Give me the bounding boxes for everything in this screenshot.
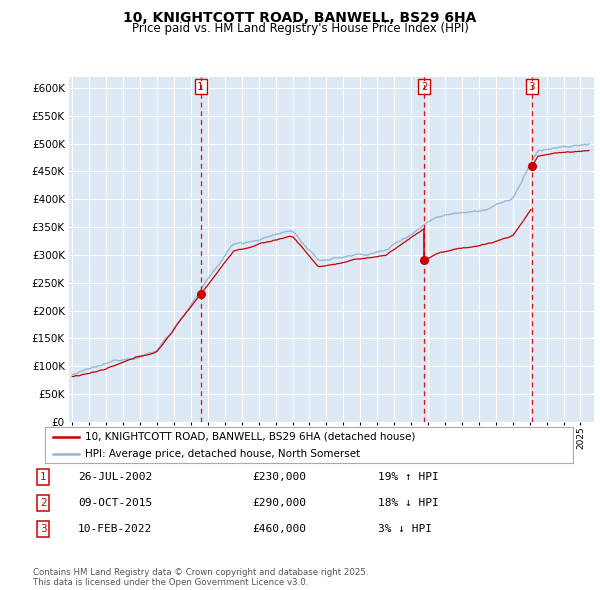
Text: 26-JUL-2002: 26-JUL-2002	[78, 472, 152, 481]
Text: 09-OCT-2015: 09-OCT-2015	[78, 498, 152, 507]
Text: 10, KNIGHTCOTT ROAD, BANWELL, BS29 6HA: 10, KNIGHTCOTT ROAD, BANWELL, BS29 6HA	[124, 11, 476, 25]
Text: 3: 3	[529, 82, 535, 92]
Text: £460,000: £460,000	[252, 524, 306, 533]
Text: 2: 2	[421, 82, 427, 92]
Text: £230,000: £230,000	[252, 472, 306, 481]
Text: 1: 1	[40, 472, 47, 481]
Text: 1: 1	[197, 82, 204, 92]
Text: 10-FEB-2022: 10-FEB-2022	[78, 524, 152, 533]
Text: HPI: Average price, detached house, North Somerset: HPI: Average price, detached house, Nort…	[85, 449, 360, 459]
Text: 10, KNIGHTCOTT ROAD, BANWELL, BS29 6HA (detached house): 10, KNIGHTCOTT ROAD, BANWELL, BS29 6HA (…	[85, 432, 415, 442]
Text: 2: 2	[40, 498, 47, 507]
Text: 3: 3	[40, 524, 47, 533]
Text: £290,000: £290,000	[252, 498, 306, 507]
Text: 3% ↓ HPI: 3% ↓ HPI	[378, 524, 432, 533]
Text: 19% ↑ HPI: 19% ↑ HPI	[378, 472, 439, 481]
Text: Price paid vs. HM Land Registry's House Price Index (HPI): Price paid vs. HM Land Registry's House …	[131, 22, 469, 35]
Text: 18% ↓ HPI: 18% ↓ HPI	[378, 498, 439, 507]
Text: Contains HM Land Registry data © Crown copyright and database right 2025.
This d: Contains HM Land Registry data © Crown c…	[33, 568, 368, 587]
